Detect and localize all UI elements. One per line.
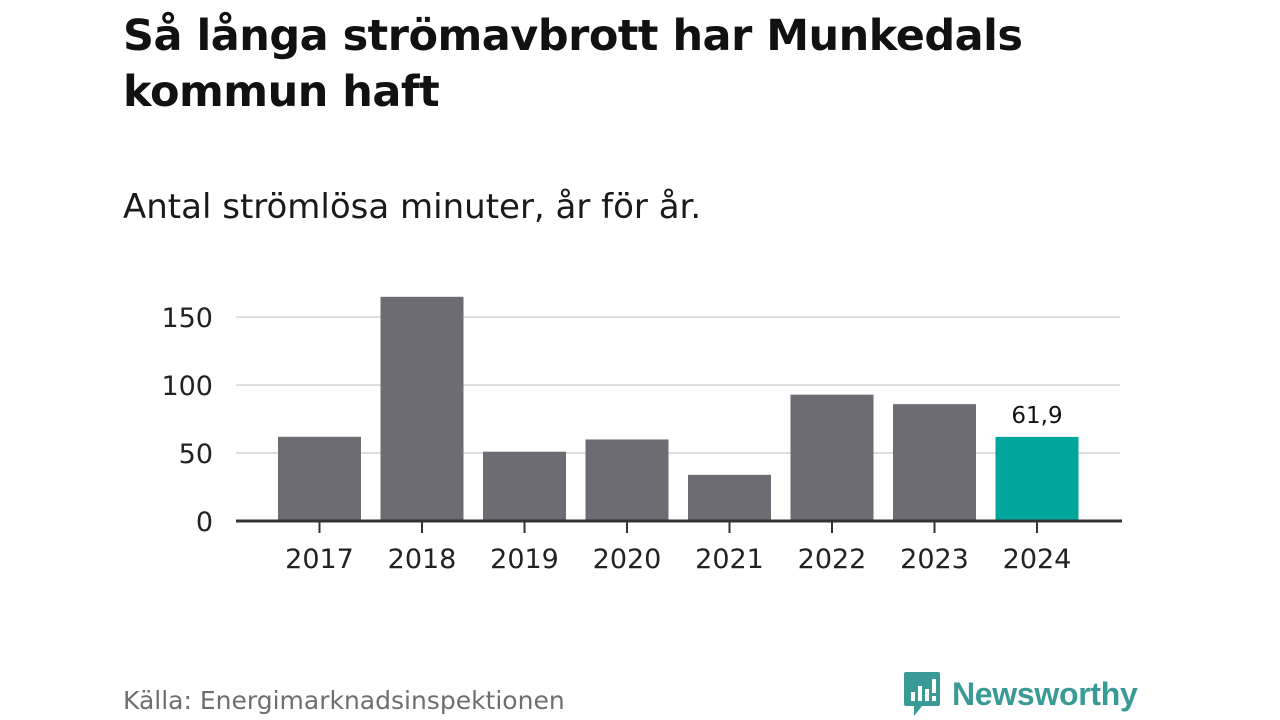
axes — [236, 519, 1122, 533]
newsworthy-logo: Newsworthy — [902, 670, 1138, 718]
chart-subtitle: Antal strömlösa minuter, år för år. — [123, 187, 702, 227]
bar-2022 — [790, 394, 874, 521]
source-note: Källa: Energimarknadsinspektionen — [123, 686, 565, 715]
y-tick-label-0: 0 — [196, 507, 213, 538]
x-tick-label-2024: 2024 — [1003, 544, 1072, 575]
x-tick-label-2022: 2022 — [798, 544, 867, 575]
y-tick-label-100: 100 — [161, 371, 213, 402]
bar-2023 — [893, 404, 976, 521]
bar-2021 — [688, 474, 771, 521]
data-label-2024: 61,9 — [1011, 403, 1062, 429]
bar-chart-speech-bubble-icon — [904, 672, 940, 716]
gridlines — [236, 316, 1120, 455]
y-tick-label-50: 50 — [179, 439, 213, 470]
labels: 0 50 100 150 2017 2018 2019 2020 2021 2022 2023 202… — [161, 303, 1071, 575]
x-tick-label-2018: 2018 — [388, 544, 457, 575]
bars — [278, 296, 1079, 521]
x-tick-label-2019: 2019 — [490, 544, 559, 575]
x-tick-label-2021: 2021 — [695, 544, 764, 575]
x-tick-label-2023: 2023 — [900, 544, 969, 575]
x-tick-label-2020: 2020 — [593, 544, 662, 575]
bar-2017 — [278, 436, 361, 521]
bar-2020 — [585, 439, 669, 521]
x-tick-label-2017: 2017 — [285, 544, 354, 575]
bar-2024 — [995, 436, 1079, 521]
chart-title: Så långa strömavbrott har Munkedals komm… — [123, 11, 1023, 117]
bar-2018 — [380, 296, 464, 521]
bar-2019 — [483, 451, 566, 521]
brand-name: Newsworthy — [952, 675, 1138, 712]
y-tick-label-150: 150 — [161, 303, 213, 334]
